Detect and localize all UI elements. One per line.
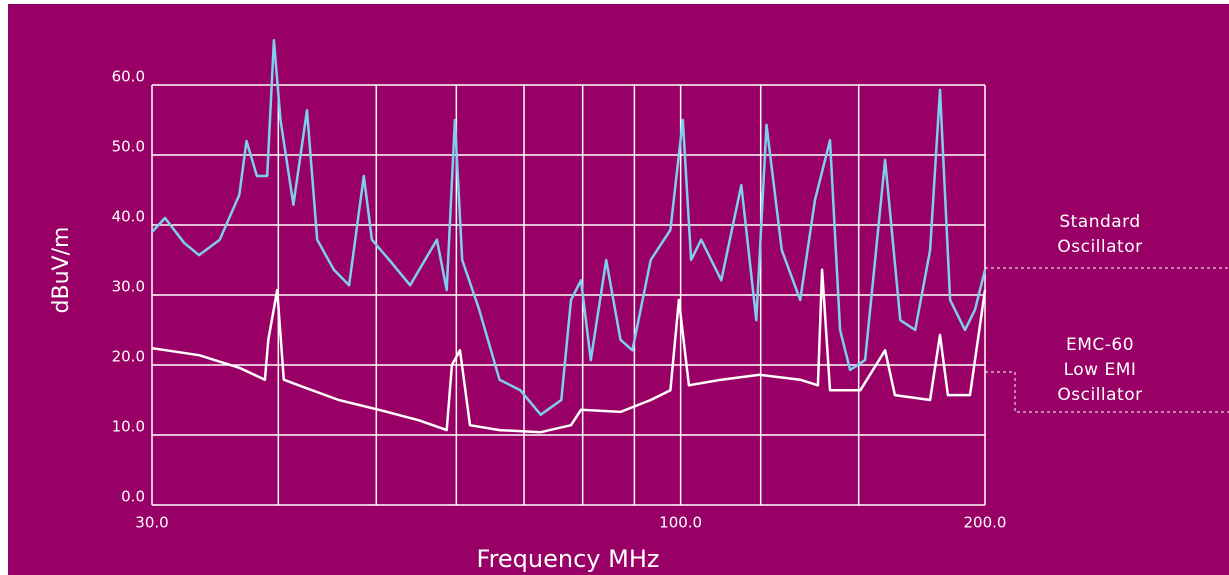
background — [8, 4, 1229, 575]
x-tick-label: 100.0 — [659, 514, 702, 532]
legend-entry: Standard Oscillator — [1057, 212, 1143, 257]
y-tick-label: 50.0 — [112, 138, 145, 156]
y-tick-label: 60.0 — [112, 68, 145, 86]
series-line — [151, 268, 987, 434]
x-tick-label: 200.0 — [964, 514, 1007, 532]
legend-leader — [985, 371, 1229, 413]
y-tick-label: 30.0 — [112, 278, 145, 296]
x-axis-title: Frequency MHz — [477, 545, 660, 573]
y-tick-label: 10.0 — [112, 418, 145, 436]
y-tick-label: 0.0 — [121, 488, 145, 506]
legend-entry: EMC-60 Low EMI Oscillator — [1057, 335, 1143, 405]
y-tick-label: 20.0 — [112, 348, 145, 366]
series-line — [151, 38, 987, 416]
y-tick-label: 40.0 — [112, 208, 145, 226]
y-axis-title: dBuV/m — [49, 227, 74, 314]
x-tick-label: 30.0 — [135, 514, 168, 532]
